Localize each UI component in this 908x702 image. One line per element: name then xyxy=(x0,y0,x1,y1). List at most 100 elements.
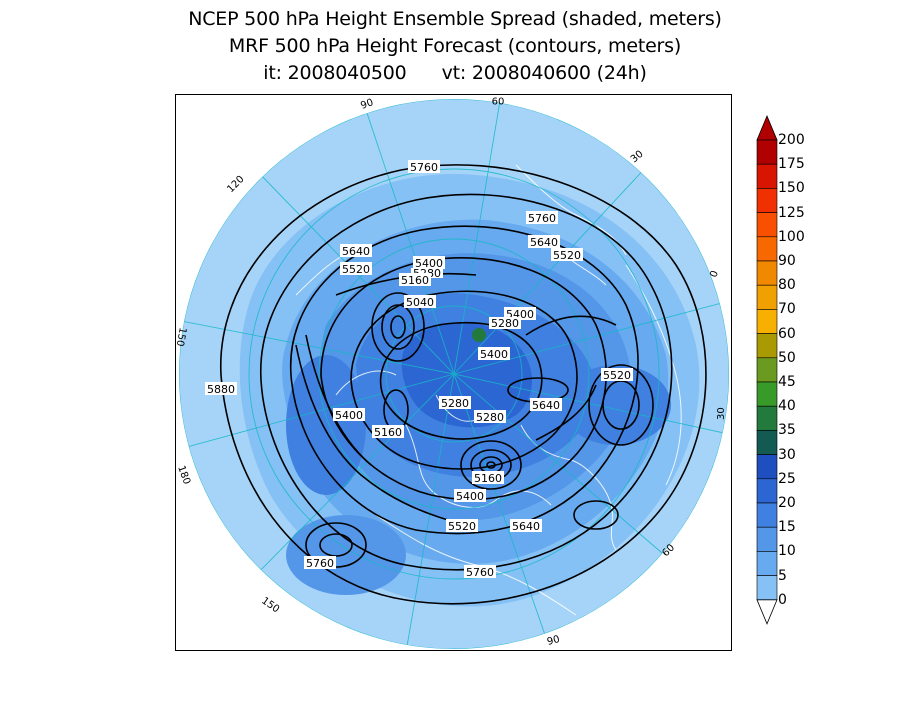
colorbar-tick-label: 45 xyxy=(778,374,796,390)
svg-text:5880: 5880 xyxy=(207,383,235,396)
colorbar-cell xyxy=(756,188,778,213)
svg-text:5160: 5160 xyxy=(401,274,429,287)
contour-label: 5040 xyxy=(404,295,436,309)
contour-label: 5640 xyxy=(340,244,372,258)
svg-text:5520: 5520 xyxy=(603,369,631,382)
lon-label: 90 xyxy=(546,634,561,648)
colorbar-tick-label: 90 xyxy=(778,253,796,269)
colorbar-tick-label: 70 xyxy=(778,301,796,318)
contour-label: 5640 xyxy=(528,235,560,249)
contour-label: 5760 xyxy=(464,565,496,579)
svg-text:5160: 5160 xyxy=(474,472,502,485)
colorbar-cell xyxy=(756,405,778,431)
colorbar-cell xyxy=(756,357,778,383)
colorbar-cell xyxy=(756,260,778,286)
colorbar-tick-label: 100 xyxy=(778,228,805,245)
contour-label: 5520 xyxy=(446,519,478,533)
colorbar-cell xyxy=(756,139,778,165)
contour-label: 5400 xyxy=(413,256,445,270)
lon-label: 150 xyxy=(176,326,188,347)
contour-label: 5640 xyxy=(530,398,562,412)
colorbar-tick-label: 25 xyxy=(778,470,796,487)
colorbar-cell xyxy=(756,236,778,262)
svg-text:5280: 5280 xyxy=(441,397,469,410)
contour-label: 5520 xyxy=(340,262,372,276)
colorbar-cell xyxy=(756,551,778,576)
contour-label: 5160 xyxy=(399,273,431,287)
colorbar-tick-label: 10 xyxy=(778,543,796,560)
lon-label: 180 xyxy=(176,464,192,486)
colorbar-cell xyxy=(756,526,778,552)
svg-text:5760: 5760 xyxy=(466,566,494,579)
colorbar-cell xyxy=(756,163,778,189)
contour-label: 5640 xyxy=(510,519,542,533)
colorbar-cell xyxy=(756,430,778,455)
svg-text:5760: 5760 xyxy=(306,557,334,570)
contour-label: 5160 xyxy=(372,425,404,439)
colorbar-cell xyxy=(756,575,778,601)
colorbar-cell xyxy=(756,381,778,407)
spread-zone-sw xyxy=(286,515,406,595)
contour-label: 5280 xyxy=(439,396,471,410)
polar-map: 60 30 0 30 60 90 120 150 180 150 120 90 … xyxy=(176,96,729,649)
lon-label: 120 xyxy=(225,174,246,195)
lon-label: 0 xyxy=(708,269,721,279)
contour-labels: 5760 5760 5640 5640 5520 5520 5400 5280 … xyxy=(205,160,633,579)
svg-text:5640: 5640 xyxy=(342,245,370,258)
contour-label: 5520 xyxy=(551,248,583,262)
contour-label: 5520 xyxy=(601,368,633,382)
colorbar-cell xyxy=(756,478,778,504)
lon-label: 60 xyxy=(492,96,505,107)
map-frame: 60 30 0 30 60 90 120 150 180 150 120 90 … xyxy=(175,94,732,651)
colorbar xyxy=(756,114,778,625)
svg-text:5400: 5400 xyxy=(335,409,363,422)
contour-label: 5400 xyxy=(478,347,510,361)
lon-label: 150 xyxy=(259,595,281,615)
colorbar-tick-label: 80 xyxy=(778,277,796,294)
contour-label: 5280 xyxy=(474,410,506,424)
contour-label: 5400 xyxy=(333,408,365,422)
colorbar-cell xyxy=(756,333,778,359)
colorbar-cell xyxy=(756,212,778,238)
contour-label: 5760 xyxy=(304,556,336,570)
graticule xyxy=(179,99,729,649)
colorbar-tick-label: 0 xyxy=(778,591,787,608)
colorbar-tick-label: 20 xyxy=(778,495,796,511)
svg-text:5760: 5760 xyxy=(410,161,438,174)
title-line-2: MRF 500 hPa Height Forecast (contours, m… xyxy=(228,35,682,57)
lon-label: 30 xyxy=(716,407,727,420)
colorbar-top-arrow xyxy=(756,114,778,141)
svg-text:5400: 5400 xyxy=(480,348,508,361)
colorbar-tick-label: 15 xyxy=(778,519,796,536)
colorbar-tick-label: 5 xyxy=(778,567,787,584)
svg-text:5400: 5400 xyxy=(456,490,484,503)
colorbar-cell xyxy=(756,284,778,310)
colorbar-tick-label: 60 xyxy=(778,325,796,342)
spread-shading xyxy=(179,99,729,649)
contour-label: 5400 xyxy=(454,489,486,503)
colorbar-cell xyxy=(756,454,778,480)
colorbar-cell xyxy=(756,309,778,334)
contour-label: 5160 xyxy=(472,471,504,485)
coastlines xyxy=(295,164,682,616)
svg-text:5520: 5520 xyxy=(553,249,581,262)
svg-text:5160: 5160 xyxy=(374,426,402,439)
colorbar-tick-label: 150 xyxy=(778,180,805,197)
colorbar-tick-label: 40 xyxy=(778,398,796,415)
contour-label: 5280 xyxy=(489,317,521,330)
svg-text:5400: 5400 xyxy=(415,257,443,270)
colorbar-tick-label: 50 xyxy=(778,349,796,366)
colorbar-tick-label: 35 xyxy=(778,422,796,439)
colorbar-tick-label: 30 xyxy=(778,446,796,463)
title-line-3: it: 2008040500 vt: 2008040600 (24h) xyxy=(263,62,647,84)
lon-label: 30 xyxy=(629,149,646,166)
svg-text:5280: 5280 xyxy=(476,411,504,424)
svg-text:5760: 5760 xyxy=(528,212,556,225)
contour-label: 5760 xyxy=(408,160,440,174)
colorbar-bottom-arrow xyxy=(756,599,778,625)
lon-label: 90 xyxy=(359,97,375,112)
contour-label: 5760 xyxy=(526,211,558,225)
spread-zone-west xyxy=(286,355,366,495)
svg-text:5520: 5520 xyxy=(342,263,370,276)
spread-peak xyxy=(472,328,486,342)
